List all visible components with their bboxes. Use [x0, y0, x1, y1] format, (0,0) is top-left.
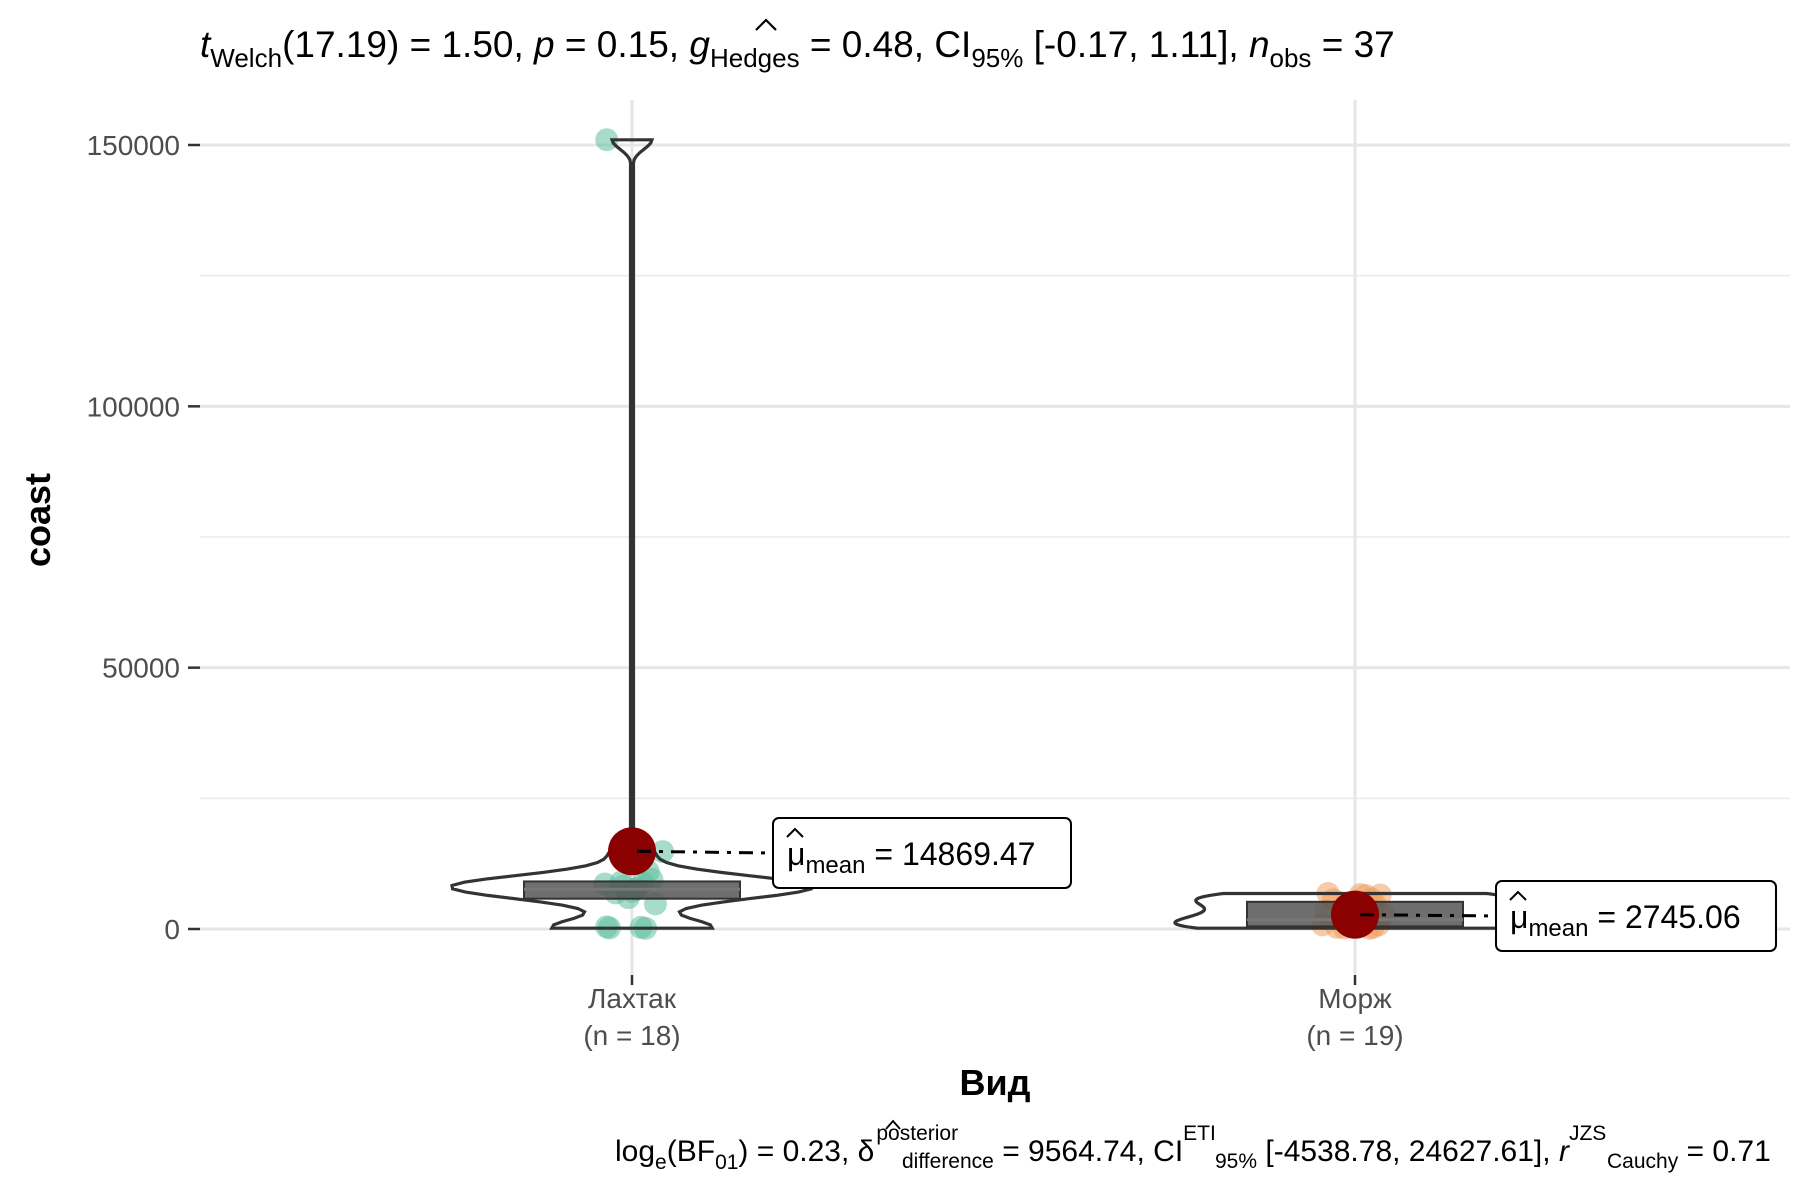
title-hat [755, 18, 777, 31]
mean-label-box [1495, 880, 1777, 952]
x-tick-n-label: (n = 18) [583, 1020, 680, 1051]
y-tick-label: 0 [164, 914, 180, 945]
x-axis-title: Вид [960, 1062, 1031, 1103]
chart-caption: loge(BF01) = 0.23, δposterior difference … [615, 1122, 1771, 1174]
mean-point [1331, 890, 1379, 939]
y-tick-label: 100000 [87, 391, 180, 422]
mean-label-text: μmean = 2745.06 [1510, 899, 1741, 942]
x-tick-label: Лахтак [588, 983, 677, 1014]
caption-hat [885, 1119, 901, 1130]
data-point [595, 128, 619, 152]
mean-label-hat [1509, 890, 1527, 901]
x-tick-n-label: (n = 19) [1306, 1020, 1403, 1051]
y-axis-title: coast [17, 473, 58, 567]
mean-label-connector [636, 849, 774, 855]
mean-point [608, 827, 656, 876]
axes: 0 50000 100000 150000 Лахтак (n = 18) Морж (n =… [87, 130, 1404, 1051]
mean-label-hat [786, 827, 804, 838]
y-tick-label: 50000 [102, 653, 180, 684]
violin [450, 138, 814, 930]
chart-title: tWelch(17.19) = 1.50, p = 0.15, gHedges … [200, 24, 1395, 73]
y-tick-label: 150000 [87, 130, 180, 161]
mean-label-text: μmean = 14869.47 [787, 836, 1035, 879]
mean-label-connector [1359, 913, 1497, 918]
mean-label-box [772, 817, 1072, 889]
groups: μmean = 14869.47 μmean = 2745.06 [450, 128, 1777, 952]
x-tick-label: Морж [1318, 983, 1392, 1014]
